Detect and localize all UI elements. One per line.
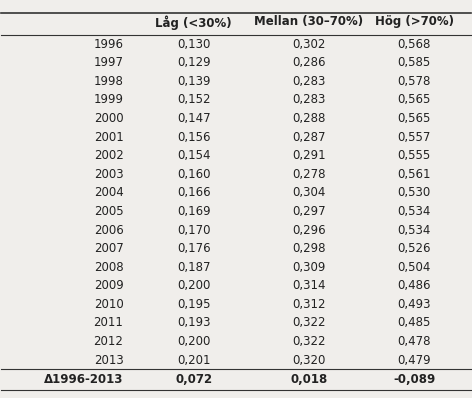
- Text: 0,565: 0,565: [397, 112, 431, 125]
- Text: 2006: 2006: [93, 224, 123, 236]
- Text: 0,129: 0,129: [177, 57, 211, 69]
- Text: 0,283: 0,283: [292, 94, 325, 107]
- Text: 0,314: 0,314: [292, 279, 326, 292]
- Text: 0,160: 0,160: [177, 168, 211, 181]
- Text: 0,152: 0,152: [177, 94, 211, 107]
- Text: 0,018: 0,018: [290, 373, 328, 386]
- Text: 0,312: 0,312: [292, 298, 326, 311]
- Text: 0,578: 0,578: [397, 75, 431, 88]
- Text: 0,201: 0,201: [177, 353, 211, 367]
- Text: 2008: 2008: [94, 261, 123, 274]
- Text: 0,486: 0,486: [397, 279, 431, 292]
- Text: 0,309: 0,309: [292, 261, 325, 274]
- Text: 2010: 2010: [93, 298, 123, 311]
- Text: 1997: 1997: [93, 57, 123, 69]
- Text: 0,561: 0,561: [397, 168, 431, 181]
- Text: 0,296: 0,296: [292, 224, 326, 236]
- Text: 0,193: 0,193: [177, 316, 211, 330]
- Text: 0,297: 0,297: [292, 205, 326, 218]
- Text: 0,287: 0,287: [292, 131, 326, 144]
- Text: 0,304: 0,304: [292, 186, 325, 199]
- Text: 0,565: 0,565: [397, 94, 431, 107]
- Text: 0,166: 0,166: [177, 186, 211, 199]
- Text: 2001: 2001: [93, 131, 123, 144]
- Text: 0,195: 0,195: [177, 298, 211, 311]
- Text: 2003: 2003: [94, 168, 123, 181]
- Text: 0,568: 0,568: [397, 38, 431, 51]
- Text: 1998: 1998: [93, 75, 123, 88]
- Text: 0,298: 0,298: [292, 242, 326, 255]
- Text: 0,504: 0,504: [397, 261, 431, 274]
- Text: 0,283: 0,283: [292, 75, 325, 88]
- Text: 0,288: 0,288: [292, 112, 325, 125]
- Text: 0,479: 0,479: [397, 353, 431, 367]
- Text: 0,139: 0,139: [177, 75, 211, 88]
- Text: 0,322: 0,322: [292, 335, 326, 348]
- Text: 2011: 2011: [93, 316, 123, 330]
- Text: 0,322: 0,322: [292, 316, 326, 330]
- Text: 2009: 2009: [93, 279, 123, 292]
- Text: 0,485: 0,485: [397, 316, 431, 330]
- Text: Låg (<30%): Låg (<30%): [155, 15, 232, 30]
- Text: 2007: 2007: [93, 242, 123, 255]
- Text: 1999: 1999: [93, 94, 123, 107]
- Text: 0,585: 0,585: [398, 57, 431, 69]
- Text: Hög (>70%): Hög (>70%): [375, 15, 454, 28]
- Text: 0,302: 0,302: [292, 38, 325, 51]
- Text: 2004: 2004: [93, 186, 123, 199]
- Text: 0,130: 0,130: [177, 38, 211, 51]
- Text: 0,555: 0,555: [398, 149, 431, 162]
- Text: 0,187: 0,187: [177, 261, 211, 274]
- Text: 2002: 2002: [93, 149, 123, 162]
- Text: 0,286: 0,286: [292, 57, 326, 69]
- Text: 2005: 2005: [94, 205, 123, 218]
- Text: 0,200: 0,200: [177, 279, 211, 292]
- Text: 0,278: 0,278: [292, 168, 326, 181]
- Text: 0,478: 0,478: [397, 335, 431, 348]
- Text: 0,557: 0,557: [397, 131, 431, 144]
- Text: 0,169: 0,169: [177, 205, 211, 218]
- Text: 0,147: 0,147: [177, 112, 211, 125]
- Text: 0,156: 0,156: [177, 131, 211, 144]
- Text: 0,176: 0,176: [177, 242, 211, 255]
- Text: Mellan (30–70%): Mellan (30–70%): [254, 15, 363, 28]
- Text: 0,154: 0,154: [177, 149, 211, 162]
- Text: 0,170: 0,170: [177, 224, 211, 236]
- Text: 0,530: 0,530: [398, 186, 431, 199]
- Text: 1996: 1996: [93, 38, 123, 51]
- Text: 0,534: 0,534: [397, 224, 431, 236]
- Text: 2013: 2013: [93, 353, 123, 367]
- Text: 0,072: 0,072: [175, 373, 212, 386]
- Text: 0,534: 0,534: [397, 205, 431, 218]
- Text: 0,200: 0,200: [177, 335, 211, 348]
- Text: 0,526: 0,526: [397, 242, 431, 255]
- Text: 2000: 2000: [94, 112, 123, 125]
- Text: -0,089: -0,089: [393, 373, 436, 386]
- Text: Δ1996-2013: Δ1996-2013: [44, 373, 123, 386]
- Text: 0,493: 0,493: [397, 298, 431, 311]
- Text: 0,291: 0,291: [292, 149, 326, 162]
- Text: 0,320: 0,320: [292, 353, 325, 367]
- Text: 2012: 2012: [93, 335, 123, 348]
